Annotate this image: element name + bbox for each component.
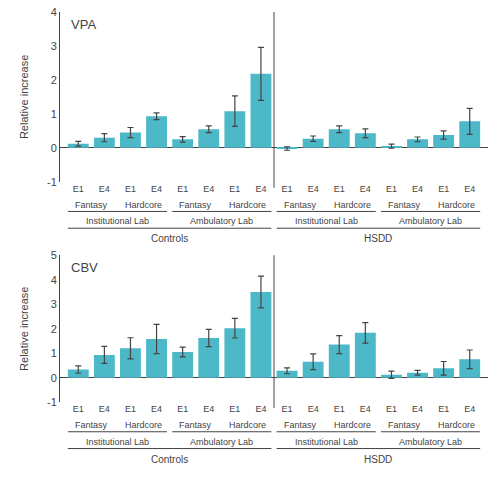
svg-text:E4: E4 <box>464 184 475 194</box>
svg-text:-1: -1 <box>47 396 57 408</box>
svg-text:E4: E4 <box>412 404 423 414</box>
svg-text:E4: E4 <box>255 184 266 194</box>
svg-text:Relative increase: Relative increase <box>18 287 30 371</box>
svg-text:Fantasy: Fantasy <box>179 200 212 210</box>
svg-text:Institutional Lab: Institutional Lab <box>295 216 358 226</box>
svg-text:Hardcore: Hardcore <box>125 420 162 430</box>
svg-text:Institutional Lab: Institutional Lab <box>86 437 149 447</box>
svg-text:E1: E1 <box>334 184 345 194</box>
svg-text:E1: E1 <box>282 404 293 414</box>
svg-text:E4: E4 <box>151 404 162 414</box>
svg-text:2: 2 <box>51 323 57 335</box>
svg-text:Hardcore: Hardcore <box>125 200 162 210</box>
svg-text:VPA: VPA <box>71 17 96 32</box>
svg-text:Controls: Controls <box>151 454 188 465</box>
svg-text:Institutional Lab: Institutional Lab <box>86 216 149 226</box>
svg-text:Hardcore: Hardcore <box>334 200 371 210</box>
svg-text:Hardcore: Hardcore <box>229 420 266 430</box>
svg-text:Fantasy: Fantasy <box>388 200 421 210</box>
svg-text:Ambulatory Lab: Ambulatory Lab <box>190 216 253 226</box>
svg-text:Ambulatory Lab: Ambulatory Lab <box>190 437 253 447</box>
svg-text:HSDD: HSDD <box>364 233 392 244</box>
svg-text:3: 3 <box>51 298 57 310</box>
svg-text:E1: E1 <box>282 184 293 194</box>
svg-text:Fantasy: Fantasy <box>284 200 317 210</box>
svg-text:E4: E4 <box>412 184 423 194</box>
svg-text:E4: E4 <box>151 184 162 194</box>
svg-text:CBV: CBV <box>71 260 98 275</box>
svg-text:E4: E4 <box>99 404 110 414</box>
svg-text:0: 0 <box>51 142 57 154</box>
svg-text:Fantasy: Fantasy <box>284 420 317 430</box>
svg-text:0: 0 <box>51 372 57 384</box>
svg-text:4: 4 <box>51 274 57 286</box>
svg-text:Fantasy: Fantasy <box>75 200 108 210</box>
svg-text:E1: E1 <box>73 404 84 414</box>
svg-text:Hardcore: Hardcore <box>229 200 266 210</box>
svg-text:2: 2 <box>51 74 57 86</box>
svg-text:E1: E1 <box>177 184 188 194</box>
svg-text:Fantasy: Fantasy <box>388 420 421 430</box>
svg-text:E1: E1 <box>386 404 397 414</box>
svg-text:Controls: Controls <box>151 233 188 244</box>
svg-text:E4: E4 <box>360 404 371 414</box>
svg-text:E4: E4 <box>308 184 319 194</box>
svg-text:E4: E4 <box>203 404 214 414</box>
svg-text:E1: E1 <box>73 184 84 194</box>
svg-text:1: 1 <box>51 108 57 120</box>
svg-text:Ambulatory Lab: Ambulatory Lab <box>399 216 462 226</box>
svg-text:Hardcore: Hardcore <box>438 200 475 210</box>
svg-text:E4: E4 <box>360 184 371 194</box>
svg-text:E1: E1 <box>177 404 188 414</box>
svg-text:E4: E4 <box>99 184 110 194</box>
svg-text:E1: E1 <box>438 184 449 194</box>
svg-text:Hardcore: Hardcore <box>334 420 371 430</box>
svg-text:HSDD: HSDD <box>364 454 392 465</box>
svg-text:3: 3 <box>51 40 57 52</box>
svg-text:E1: E1 <box>229 184 240 194</box>
svg-text:E1: E1 <box>229 404 240 414</box>
svg-text:Relative increase: Relative increase <box>18 55 30 139</box>
svg-text:1: 1 <box>51 347 57 359</box>
svg-text:E1: E1 <box>438 404 449 414</box>
svg-text:E1: E1 <box>386 184 397 194</box>
svg-text:E4: E4 <box>203 184 214 194</box>
svg-text:Fantasy: Fantasy <box>179 420 212 430</box>
svg-text:5: 5 <box>51 249 57 261</box>
svg-text:Fantasy: Fantasy <box>75 420 108 430</box>
svg-text:Hardcore: Hardcore <box>438 420 475 430</box>
svg-text:Ambulatory Lab: Ambulatory Lab <box>399 437 462 447</box>
svg-text:4: 4 <box>51 6 57 18</box>
svg-text:E1: E1 <box>125 184 136 194</box>
svg-text:E1: E1 <box>334 404 345 414</box>
svg-text:E4: E4 <box>255 404 266 414</box>
svg-text:Institutional Lab: Institutional Lab <box>295 437 358 447</box>
svg-text:E4: E4 <box>464 404 475 414</box>
svg-text:E4: E4 <box>308 404 319 414</box>
svg-text:-1: -1 <box>47 176 57 188</box>
svg-text:E1: E1 <box>125 404 136 414</box>
